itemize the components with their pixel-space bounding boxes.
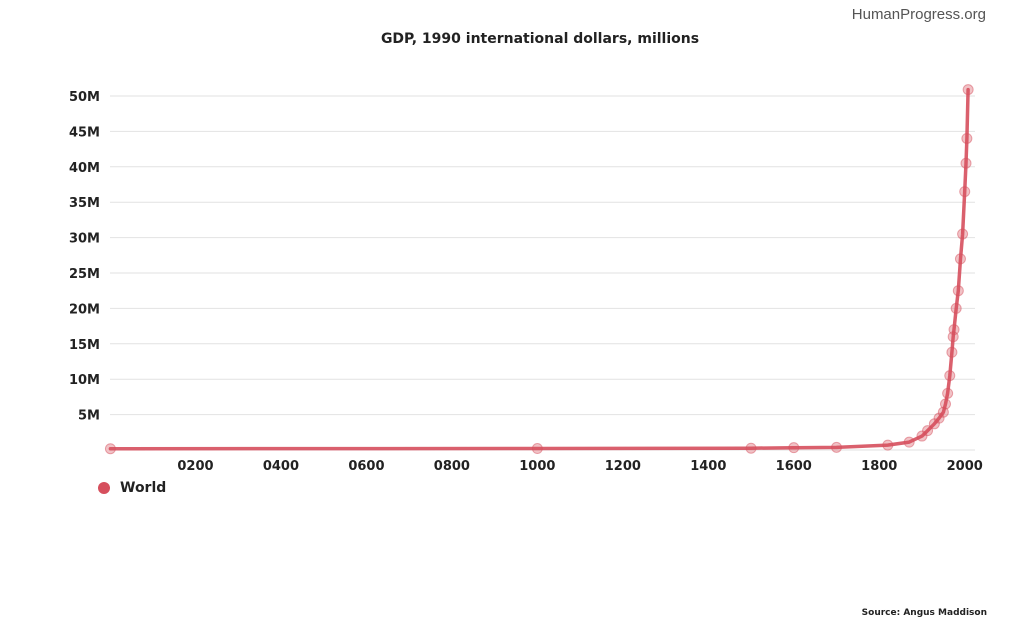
data-point-world [531, 443, 543, 455]
data-point-world [831, 441, 843, 453]
data-point-world [950, 302, 962, 314]
x-tick-label: 1200 [605, 459, 641, 474]
x-tick-label: 0600 [348, 459, 384, 474]
data-point-world [960, 157, 972, 169]
brand-logo-text: HumanProgress.org [851, 6, 986, 23]
series-world [104, 84, 974, 455]
grid-lines [110, 95, 975, 451]
data-point-world [903, 436, 915, 448]
data-point-world [954, 253, 966, 265]
data-point-world [942, 387, 954, 399]
y-tick-label: 40M [69, 161, 100, 176]
y-tick-label: 50M [69, 90, 100, 105]
data-point-world [946, 346, 958, 358]
legend[interactable]: World [98, 480, 166, 496]
data-point-world [922, 425, 934, 437]
data-point-world [937, 406, 949, 418]
y-tick-label: 25M [69, 267, 100, 282]
series-line-world [108, 87, 970, 451]
x-tick-label: 1000 [519, 459, 555, 474]
y-tick-label: 5M [78, 409, 100, 424]
chart-title: GDP, 1990 international dollars, million… [380, 31, 700, 47]
x-tick-label: 0200 [177, 459, 213, 474]
data-point-world [948, 324, 960, 336]
y-tick-label: 10M [69, 373, 100, 388]
source-note: Source: Angus Maddison [861, 608, 987, 618]
x-tick-label: 1800 [861, 459, 897, 474]
y-tick-label: 15M [69, 338, 100, 353]
data-point-world [952, 285, 964, 297]
data-point-world [939, 398, 951, 410]
data-point-world [882, 439, 894, 451]
x-axis-ticks: 0200 0400 0600 0800 1000 1200 1400 1600 1800 2000 [177, 459, 982, 474]
data-point-world [961, 132, 973, 144]
legend-label-world: World [120, 480, 167, 496]
data-point-world [959, 186, 971, 198]
data-point-world [745, 442, 757, 454]
x-tick-label: 2000 [947, 459, 983, 474]
data-point-world [962, 84, 974, 96]
y-tick-label: 45M [69, 125, 100, 140]
y-tick-label: 35M [69, 196, 100, 211]
x-tick-label: 0800 [434, 459, 470, 474]
data-point-world [788, 442, 800, 454]
x-tick-label: 1400 [690, 459, 726, 474]
x-tick-label: 1600 [776, 459, 812, 474]
x-tick-label: 0400 [263, 459, 299, 474]
data-point-world [944, 370, 956, 382]
y-axis-ticks: 5M 10M 15M 20M 25M 30M 35M 40M 45M 50M [69, 90, 100, 424]
y-tick-label: 30M [69, 232, 100, 247]
y-tick-label: 20M [69, 302, 100, 317]
data-point-world [957, 228, 969, 240]
data-point-world [104, 443, 116, 455]
data-point-world [933, 412, 945, 424]
legend-marker-world [98, 482, 110, 494]
